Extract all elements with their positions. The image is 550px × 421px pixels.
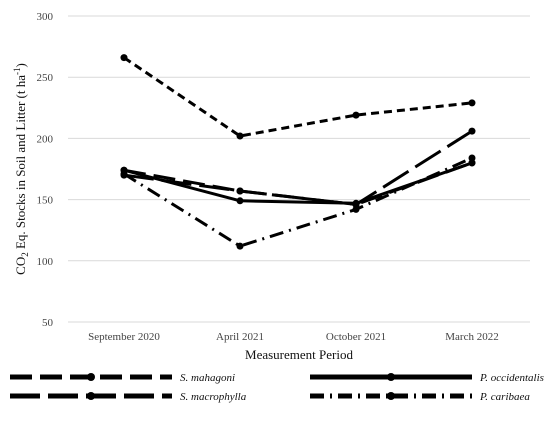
data-point — [236, 197, 244, 205]
y-tick-label: 150 — [37, 195, 54, 207]
series-line — [123, 56, 473, 138]
y-axis-ticks: 50 100 150 200 250 300 — [37, 11, 54, 329]
legend-label: P. occidentalis — [479, 372, 544, 384]
y-tick-label: 100 — [37, 256, 54, 268]
legend-marker — [387, 392, 395, 400]
data-point — [236, 132, 244, 140]
y-tick-label: 250 — [37, 72, 54, 84]
y-tick-label: 300 — [37, 11, 54, 23]
data-point — [352, 205, 360, 213]
x-tick-label: March 2022 — [445, 331, 498, 343]
y-tick-label: 50 — [42, 317, 54, 329]
data-point — [468, 154, 476, 162]
legend-label: S. macrophylla — [180, 391, 247, 403]
legend-marker — [387, 373, 395, 381]
x-tick-label: April 2021 — [216, 331, 264, 343]
y-tick-label: 200 — [37, 133, 54, 145]
data-point — [120, 170, 128, 178]
data-point — [468, 99, 476, 107]
data-point — [352, 111, 360, 119]
x-tick-label: October 2021 — [326, 331, 386, 343]
legend-marker — [87, 392, 95, 400]
legend-label: S. mahagoni — [180, 372, 235, 384]
x-axis-ticks: September 2020 April 2021 October 2021 Marc… — [88, 331, 499, 343]
series-line — [123, 129, 473, 206]
legend-marker — [87, 373, 95, 381]
data-point — [468, 127, 476, 135]
x-tick-label: September 2020 — [88, 331, 160, 343]
data-point — [352, 201, 360, 208]
legend-label: P. caribaea — [479, 391, 530, 403]
legend: S. mahagoni P. occidentalis S. macrophylla… — [10, 372, 544, 403]
data-point — [468, 159, 476, 167]
data-point — [236, 187, 244, 195]
data-point — [120, 54, 128, 62]
series-lines — [123, 56, 473, 248]
y-axis-title: CO2 Eq. Stocks in Soil and Litter (t ha-… — [12, 63, 30, 275]
x-axis-title: Measurement Period — [245, 347, 353, 362]
gridlines — [68, 15, 530, 262]
series-points — [120, 54, 476, 250]
series-line — [123, 156, 473, 248]
data-point — [236, 242, 244, 250]
